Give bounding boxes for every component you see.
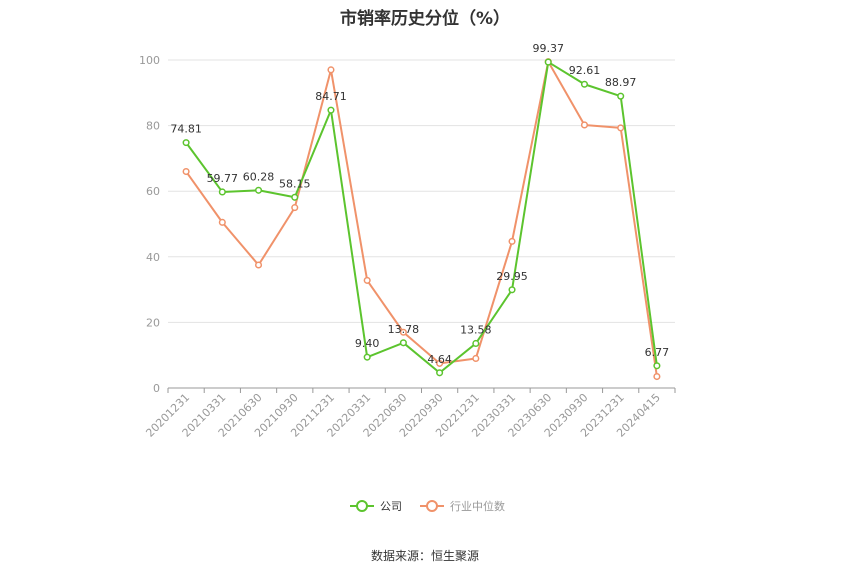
data-point: [254, 261, 263, 269]
data-point: [254, 186, 263, 194]
data-label: 60.28: [243, 170, 275, 183]
y-tick-label: 0: [153, 382, 160, 395]
data-point: [399, 339, 407, 347]
data-point: [363, 353, 371, 361]
series-line: [185, 60, 658, 377]
data-label: 13.78: [388, 323, 420, 336]
data-label: 29.95: [496, 270, 528, 283]
data-point: [653, 372, 661, 381]
data-point: [182, 167, 190, 176]
source-note: 数据来源：恒生聚源: [370, 549, 479, 563]
data-label: 59.77: [207, 172, 239, 185]
data-point: [508, 237, 516, 245]
y-tick-label: 40: [146, 251, 160, 264]
legend-label: 行业中位数: [450, 499, 505, 513]
data-point: [472, 339, 480, 348]
legend-marker: [426, 500, 438, 512]
data-point: [291, 204, 299, 212]
data-label: 13.58: [460, 323, 492, 336]
data-label: 4.64: [427, 353, 452, 366]
axis-layer: 0204060801002020123120210331202106302021…: [139, 54, 676, 440]
data-point: [327, 106, 335, 114]
data-label: 9.40: [355, 337, 380, 350]
label-layer: 74.81 59.77 60.28 58.15 84.71 9.40 13.78 4.64 13…: [170, 42, 669, 366]
y-tick-label: 60: [146, 185, 160, 198]
data-point: [580, 121, 589, 129]
y-tick-label: 80: [146, 120, 160, 133]
data-point: [580, 80, 589, 88]
data-point: [472, 354, 480, 363]
data-point: [363, 276, 371, 284]
data-point: [399, 328, 407, 336]
chart-title: 市销率历史分位（%）: [339, 9, 511, 29]
data-label: 6.77: [645, 346, 670, 359]
data-label: 88.97: [605, 76, 637, 89]
y-tick-label: 100: [139, 54, 160, 67]
legend-item-company[interactable]: 公司: [350, 500, 402, 513]
data-point: [508, 286, 516, 294]
data-label: 74.81: [170, 123, 202, 136]
data-point: [436, 359, 444, 367]
legend-item-industry[interactable]: 行业中位数: [420, 499, 505, 513]
data-point: [436, 369, 444, 377]
data-point: [544, 58, 552, 66]
series-layer: [182, 58, 661, 381]
data-point: [617, 92, 625, 100]
legend-label: 公司: [380, 500, 402, 513]
data-label: 58.15: [279, 177, 311, 190]
data-point: [218, 218, 226, 226]
data-point: [653, 362, 661, 370]
data-point: [291, 193, 299, 201]
y-tick-label: 20: [146, 316, 160, 329]
legend[interactable]: 公司 行业中位数: [350, 499, 505, 513]
data-label: 99.37: [533, 42, 565, 55]
data-label: 92.61: [569, 64, 601, 77]
data-label: 84.71: [315, 90, 347, 103]
series-line: [185, 61, 658, 374]
data-point: [218, 188, 226, 196]
data-point: [617, 124, 625, 132]
data-point: [327, 66, 335, 74]
data-point: [182, 139, 190, 147]
legend-marker: [356, 500, 368, 512]
